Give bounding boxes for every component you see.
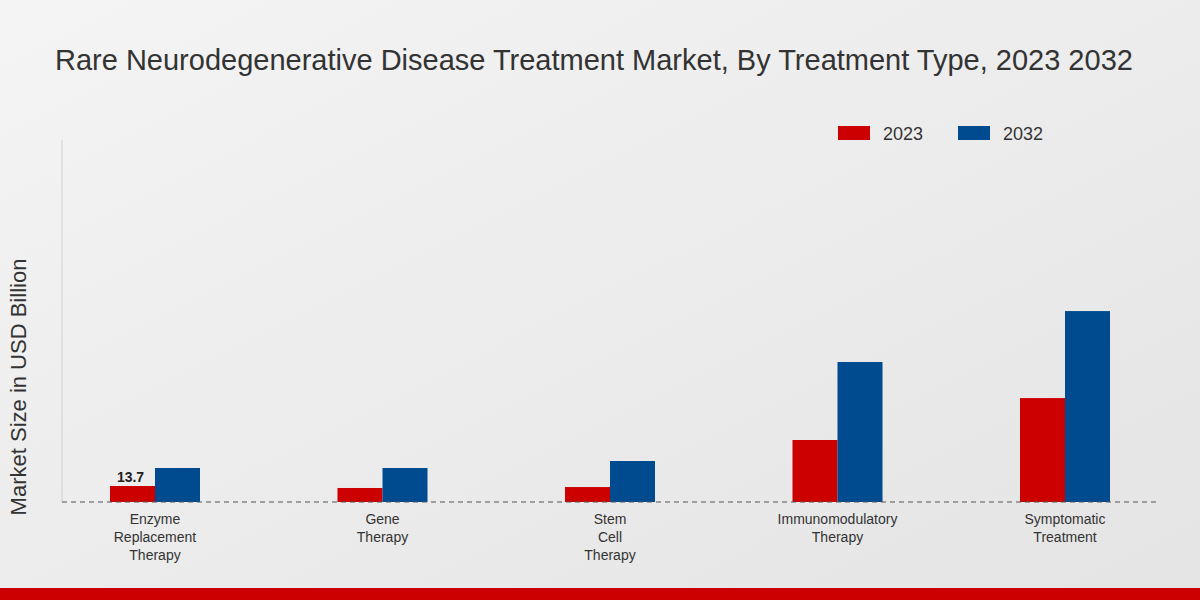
bar (1020, 398, 1065, 502)
x-tick-label: Enzyme Replacement Therapy (114, 511, 197, 563)
bars (110, 311, 1110, 502)
x-axis-line (62, 502, 1158, 503)
footer-bar (0, 588, 1200, 600)
x-tick-line: Gene (365, 511, 399, 527)
bar (383, 468, 428, 502)
x-tick-line: Stem (594, 511, 627, 527)
bar (610, 461, 655, 502)
x-tick-line: Replacement (114, 529, 197, 545)
legend-swatch (838, 126, 870, 140)
bar (565, 487, 610, 502)
x-tick-line: Therapy (357, 529, 408, 545)
x-tick-line: Symptomatic (1025, 511, 1106, 527)
bar (338, 488, 383, 502)
bar (793, 440, 838, 502)
bar (838, 362, 883, 502)
legend-label: 2023 (883, 124, 923, 144)
legend-item: 2023 (838, 124, 923, 144)
x-tick-line: Therapy (584, 547, 635, 563)
chart: Rare Neurodegenerative Disease Treatment… (0, 0, 1200, 600)
x-tick-label: Stem Cell Therapy (584, 511, 635, 563)
x-tick-label: Gene Therapy (357, 511, 408, 545)
data-label: 13.7 (117, 469, 144, 485)
background (0, 0, 1200, 600)
x-tick-line: Cell (598, 529, 622, 545)
y-axis-line (62, 140, 63, 502)
x-tick-line: Immunomodulatory (778, 511, 898, 527)
title-line: Rare Neurodegenerative Disease Treatment… (55, 44, 1133, 76)
legend-label: 2032 (1003, 124, 1043, 144)
title: Rare Neurodegenerative Disease Treatment… (55, 44, 1133, 76)
legend-swatch (958, 126, 990, 140)
x-tick-line: Therapy (812, 529, 863, 545)
x-tick-label: Immunomodulatory Therapy (778, 511, 898, 545)
bar (1065, 311, 1110, 502)
legend-item: 2032 (958, 124, 1043, 144)
x-tick-line: Therapy (129, 547, 180, 563)
y-axis-label: Market Size in USD Billion (6, 259, 31, 516)
x-tick-label: Symptomatic Treatment (1025, 511, 1106, 545)
x-tick-line: Treatment (1033, 529, 1096, 545)
bar (110, 486, 155, 502)
bar (155, 468, 200, 502)
x-tick-line: Enzyme (130, 511, 181, 527)
